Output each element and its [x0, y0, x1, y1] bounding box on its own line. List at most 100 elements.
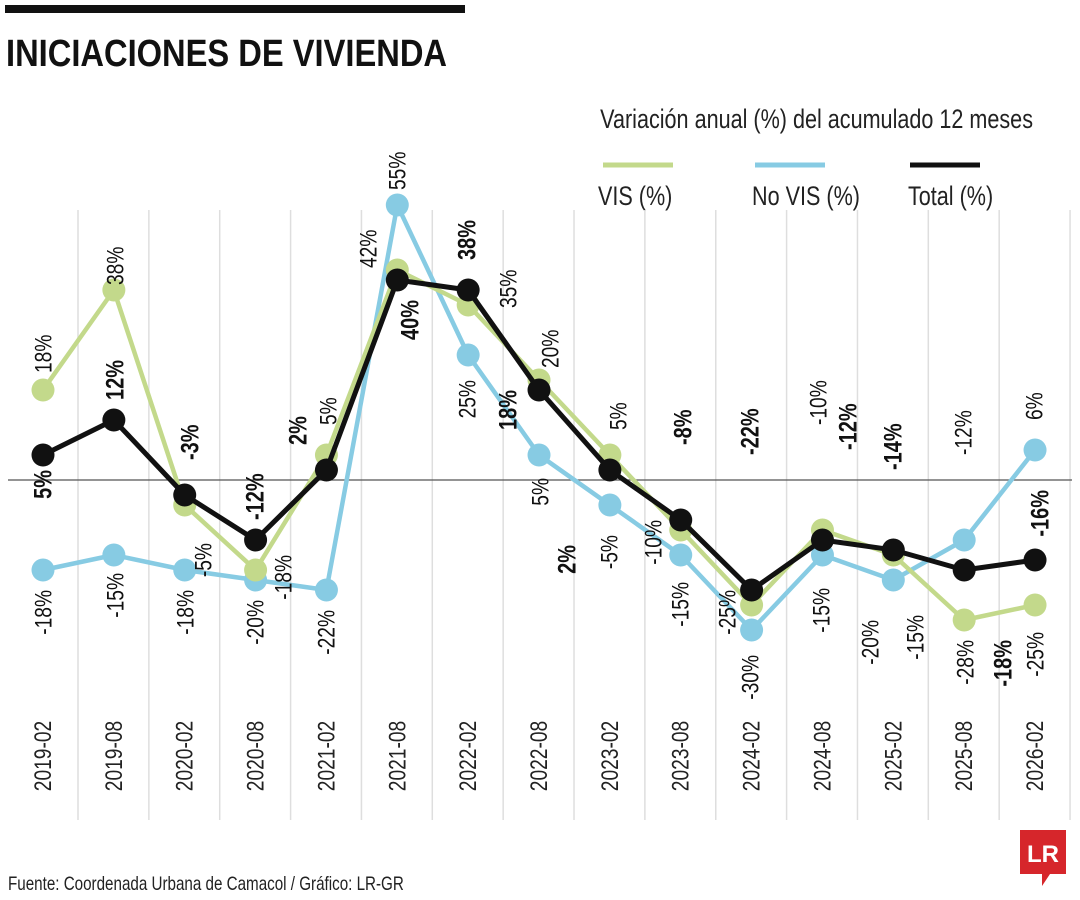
data-label: -5% — [189, 543, 217, 577]
x-tick-label: 2019-08 — [100, 721, 128, 791]
data-point — [456, 343, 480, 367]
data-label: -20% — [856, 620, 884, 665]
data-label: -15% — [807, 588, 835, 633]
data-label: -15% — [101, 573, 129, 618]
data-label: 5% — [526, 478, 554, 506]
data-label: 25% — [453, 380, 481, 418]
data-label: 38% — [101, 247, 129, 285]
data-point — [740, 618, 764, 642]
x-tick-label: 2024-02 — [738, 721, 766, 791]
data-label: 42% — [354, 230, 382, 268]
data-label: -22% — [312, 610, 340, 655]
logo-text: LR — [1027, 841, 1059, 868]
data-point — [31, 443, 55, 467]
data-point — [598, 493, 622, 517]
grid — [8, 210, 1072, 820]
x-tick-label: 2021-08 — [383, 721, 411, 791]
data-label: -28% — [951, 640, 979, 685]
series-layer — [31, 193, 1047, 642]
data-label: -18% — [269, 555, 297, 600]
data-label: 55% — [383, 152, 411, 190]
x-tick-label: 2020-02 — [171, 721, 199, 791]
x-tick-label: 2023-08 — [667, 721, 695, 791]
data-label: 38% — [453, 220, 481, 260]
legend-label: Total (%) — [908, 182, 993, 212]
data-label: -25% — [713, 590, 741, 635]
data-label: 5% — [29, 470, 57, 499]
data-label: -18% — [171, 590, 199, 635]
x-tick-label: 2026-02 — [1021, 721, 1049, 791]
data-point — [952, 528, 976, 552]
x-tick-label: 2020-08 — [241, 721, 269, 791]
data-label: -10% — [639, 520, 667, 565]
data-label: -8% — [669, 409, 697, 445]
data-label: -18% — [29, 590, 57, 635]
x-tick-label: 2023-02 — [596, 721, 624, 791]
data-point — [1023, 593, 1047, 617]
data-point — [31, 378, 55, 402]
lr-logo: LR — [1020, 830, 1066, 886]
data-point — [102, 543, 126, 567]
data-point — [244, 528, 268, 552]
legend-label: No VIS (%) — [752, 182, 860, 212]
data-label: 5% — [604, 402, 632, 430]
data-point — [1023, 438, 1047, 462]
data-label: -20% — [241, 600, 269, 645]
data-labels: 18%38%-5% -18%5%42%35%20%5%-10%-25%-10%-1… — [29, 152, 1054, 700]
data-point — [102, 278, 126, 302]
legend: VIS (%) No VIS (%) Total (%) — [598, 162, 993, 212]
data-label: 6% — [1020, 392, 1048, 420]
data-point — [314, 458, 338, 482]
data-label: -12% — [241, 473, 269, 520]
x-tick-label: 2025-08 — [950, 721, 978, 791]
x-tick-label: 2021-02 — [312, 721, 340, 791]
data-point — [810, 528, 834, 552]
data-label: -18% — [989, 640, 1017, 687]
data-point — [952, 558, 976, 582]
data-point — [527, 378, 551, 402]
data-label: -16% — [1026, 490, 1054, 537]
data-label: 12% — [101, 360, 129, 400]
chart-title: INICIACIONES DE VIVIENDA — [6, 32, 447, 75]
data-label: -14% — [879, 423, 907, 470]
source-note: Fuente: Coordenada Urbana de Camacol / G… — [8, 872, 404, 894]
data-point — [385, 193, 409, 217]
data-label: -5% — [595, 535, 623, 569]
data-label: 20% — [536, 330, 564, 368]
data-label: -3% — [176, 424, 204, 460]
data-point — [881, 568, 905, 592]
x-tick-label: 2025-02 — [879, 721, 907, 791]
title-bar — [5, 5, 465, 13]
data-point — [598, 458, 622, 482]
data-label: -10% — [804, 380, 832, 425]
x-tick-label: 2024-08 — [808, 721, 836, 791]
data-point — [102, 408, 126, 432]
x-tick-label: 2019-02 — [29, 721, 57, 791]
legend-label: VIS (%) — [598, 182, 672, 212]
data-point — [740, 578, 764, 602]
data-label: 5% — [314, 397, 342, 425]
data-point — [1023, 548, 1047, 572]
data-label: 18% — [29, 335, 57, 373]
x-tick-label: 2022-08 — [525, 721, 553, 791]
data-point — [669, 508, 693, 532]
x-axis-ticks: 2019-02 2019-08 2020-02 2020-08 2021-02 2021-… — [29, 721, 1049, 791]
data-label: -25% — [1021, 632, 1049, 677]
data-point — [456, 278, 480, 302]
data-point — [173, 483, 197, 507]
data-point — [244, 558, 268, 582]
data-label: 2% — [553, 545, 581, 574]
data-label: -22% — [736, 408, 764, 455]
data-point — [314, 578, 338, 602]
data-label: 2% — [284, 416, 312, 445]
data-point — [385, 268, 409, 292]
x-tick-label: 2022-02 — [454, 721, 482, 791]
data-label: -15% — [666, 582, 694, 627]
data-label: 35% — [494, 270, 522, 308]
data-point — [669, 543, 693, 567]
data-point — [31, 558, 55, 582]
data-label: -30% — [736, 655, 764, 700]
data-label: 40% — [396, 300, 424, 340]
data-label: 18% — [494, 390, 522, 430]
data-label: -12% — [834, 403, 862, 450]
